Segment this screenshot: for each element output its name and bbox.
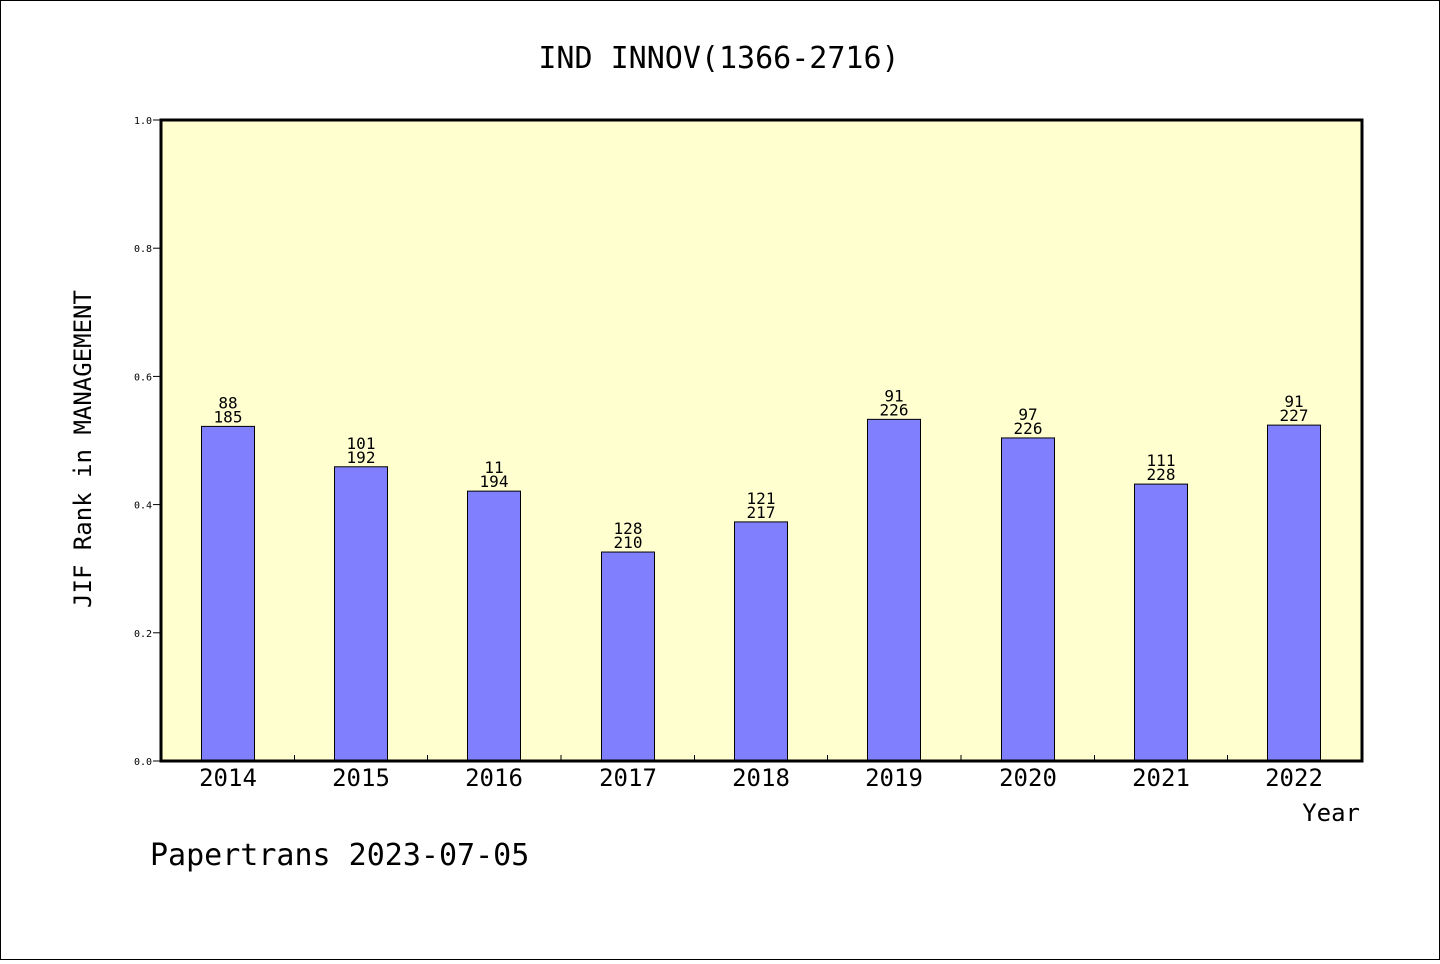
x-axis-label: Year xyxy=(1302,799,1360,827)
bar-total-label: 210 xyxy=(614,533,643,552)
x-tick-label: 2016 xyxy=(465,764,523,792)
y-tick-label: 0.8 xyxy=(134,244,152,255)
bar-total-label: 217 xyxy=(747,503,776,522)
x-tick-label: 2014 xyxy=(199,764,257,792)
bar-rank-label: 101 xyxy=(347,434,376,453)
y-axis-label: JIF Rank in MANAGEMENT xyxy=(69,290,97,608)
x-axis: 2014 2015 2016 2017 2018 2019 2020 2021 2022 xyxy=(199,755,1323,792)
x-tick-label: 2021 xyxy=(1132,764,1190,792)
bar-rank-label: 91 xyxy=(884,386,903,405)
bar-2017 xyxy=(601,551,655,762)
x-tick-label: 2015 xyxy=(332,764,390,792)
bar-total-label: 227 xyxy=(1280,406,1309,425)
x-tick-label: 2017 xyxy=(599,764,657,792)
bar-total-label: 192 xyxy=(347,448,376,467)
bar-rank-label: 11 xyxy=(484,458,503,477)
plot-border xyxy=(159,118,1364,763)
bar-2019 xyxy=(867,418,921,762)
bar-total-label: 228 xyxy=(1147,465,1176,484)
y-tick-label: 0.0 xyxy=(134,757,152,768)
footer-text: Papertrans 2023-07-05 xyxy=(150,838,529,873)
y-tick-label: 0.6 xyxy=(134,372,152,383)
y-tick-label: 0.2 xyxy=(134,629,152,640)
bar-rank-label: 97 xyxy=(1018,405,1037,424)
bar-total-label: 185 xyxy=(214,407,243,426)
bar-2015 xyxy=(334,466,388,762)
bar-2020 xyxy=(1001,437,1055,762)
bar-2021 xyxy=(1134,483,1188,762)
bar-2022 xyxy=(1267,424,1321,762)
bar-rank-label: 111 xyxy=(1147,451,1176,470)
bar-rank-label: 128 xyxy=(614,519,643,538)
bar-2014 xyxy=(201,425,255,762)
y-tick-label: 0.4 xyxy=(134,501,152,512)
bar-2016 xyxy=(467,490,521,762)
y-tick-label: 1.0 xyxy=(134,116,152,127)
x-tick-label: 2018 xyxy=(732,764,790,792)
bar-total-label: 226 xyxy=(880,400,909,419)
y-axis: 0.0 0.2 0.4 0.6 0.8 1.0 xyxy=(134,116,161,768)
bar-rank-label: 91 xyxy=(1284,392,1303,411)
bar-rank-label: 88 xyxy=(218,393,237,412)
bar-total-label: 194 xyxy=(480,472,509,491)
bar-total-label: 226 xyxy=(1014,419,1043,438)
x-tick-label: 2019 xyxy=(865,764,923,792)
x-tick-label: 2020 xyxy=(999,764,1057,792)
bar-rank-label: 121 xyxy=(747,489,776,508)
bar-2018 xyxy=(734,521,788,762)
x-tick-label: 2022 xyxy=(1265,764,1323,792)
chart-title: IND INNOV(1366-2716) xyxy=(538,41,899,76)
